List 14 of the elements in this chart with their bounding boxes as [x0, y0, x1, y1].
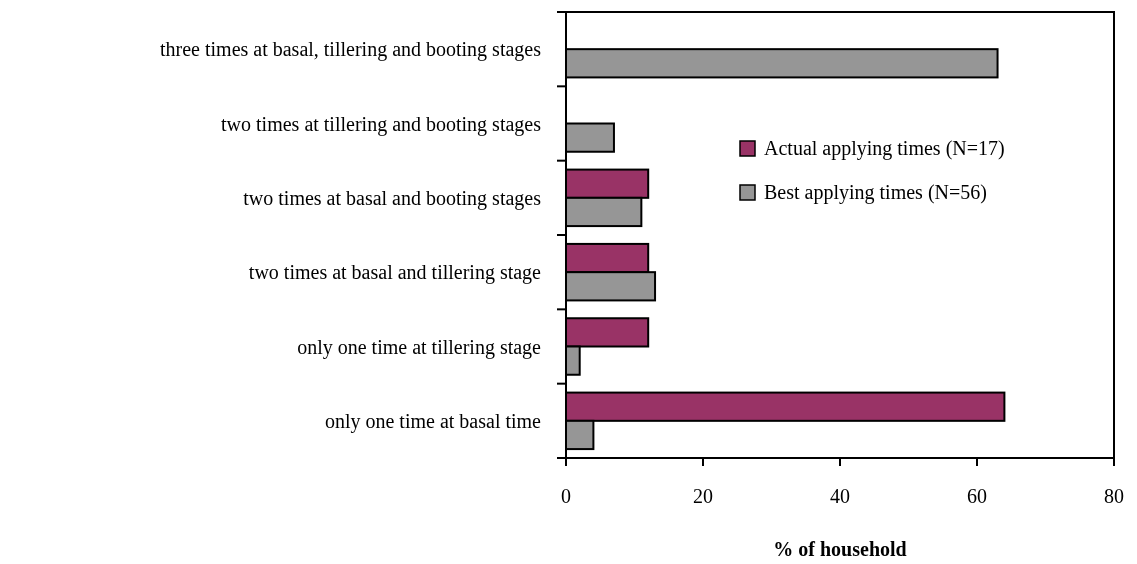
y-tick-label: only one time at tillering stage: [297, 335, 542, 359]
y-tick-label: two times at basal and booting stages: [243, 186, 542, 210]
y-tick-label: three times at basal, tillering and booting stages: [159, 38, 542, 62]
legend-label: Actual applying times (N=17): [764, 137, 1005, 160]
y-tick-label: two times at basal and tillering stage: [248, 261, 542, 285]
legend-label: Best applying times (N=56): [764, 181, 987, 204]
y-tick-label: two times at tillering and booting stages: [221, 112, 542, 136]
y-tick-label: only one time at basal time: [324, 409, 542, 433]
x-tick-label: 80: [1104, 485, 1124, 507]
x-tick-label: 60: [967, 485, 987, 507]
x-tick-label: 0: [561, 485, 571, 507]
x-axis-title: % of household: [773, 538, 907, 560]
x-tick-label: 20: [693, 485, 713, 507]
x-tick-label: 40: [830, 485, 850, 507]
